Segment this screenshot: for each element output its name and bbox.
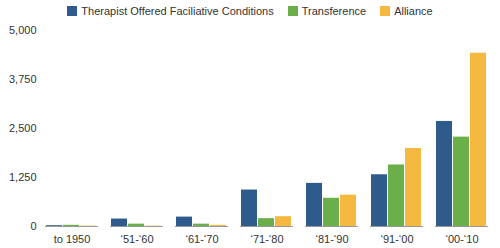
- svg-text:‘91-‘00: ‘91-‘00: [380, 233, 413, 245]
- svg-text:‘51-‘60: ‘51-‘60: [120, 233, 153, 245]
- svg-text:‘81-‘90: ‘81-‘90: [315, 233, 348, 245]
- svg-text:5,000: 5,000: [9, 24, 37, 36]
- svg-text:0: 0: [30, 220, 36, 232]
- svg-text:‘61-‘70: ‘61-‘70: [185, 233, 218, 245]
- html-text:Therapist Offered Faciliative: Therapist Offered Faciliative Conditions: [81, 5, 274, 17]
- html-text:Transference: Transference: [301, 5, 367, 17]
- svg-text:2,500: 2,500: [9, 122, 37, 134]
- svg-text:‘71-‘80: ‘71-‘80: [250, 233, 283, 245]
- svg-text:3,750: 3,750: [9, 73, 37, 85]
- svg-text:1,250: 1,250: [9, 171, 37, 183]
- svg-text:to 1950: to 1950: [54, 233, 91, 245]
- svg-text:‘00-‘10: ‘00-‘10: [445, 233, 478, 245]
- html-text:Alliance: Alliance: [394, 5, 433, 17]
